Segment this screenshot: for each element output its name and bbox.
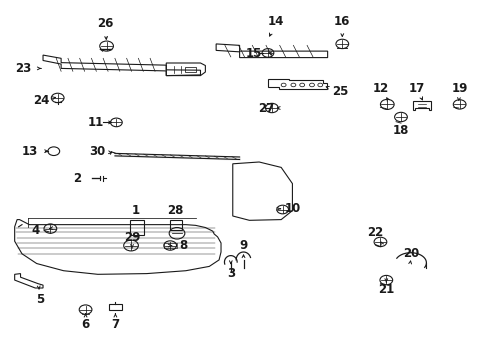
Text: 15: 15 [245, 47, 262, 60]
Bar [129, 220, 144, 235]
Bar [184, 67, 195, 72]
Text: 5: 5 [36, 293, 44, 306]
Text: 14: 14 [267, 15, 284, 28]
Text: 1: 1 [132, 204, 140, 217]
Text: 29: 29 [123, 231, 140, 244]
Text: 21: 21 [377, 283, 394, 296]
Text: 11: 11 [87, 116, 103, 129]
Text: 9: 9 [239, 239, 247, 252]
Text: 2: 2 [73, 172, 81, 185]
Text: 20: 20 [403, 247, 419, 260]
Text: 3: 3 [226, 267, 234, 280]
Text: 23: 23 [15, 62, 32, 75]
Text: 30: 30 [88, 145, 105, 158]
Bar [108, 304, 122, 310]
Text: 19: 19 [450, 82, 467, 95]
Text: 7: 7 [111, 318, 119, 331]
Text: 25: 25 [331, 85, 347, 98]
Text: 8: 8 [179, 239, 187, 252]
Bar [170, 220, 182, 230]
Bar [164, 243, 177, 248]
Text: 4: 4 [31, 224, 39, 237]
Text: 12: 12 [371, 82, 388, 95]
Text: 28: 28 [166, 204, 183, 217]
Text: 18: 18 [392, 124, 408, 137]
Text: 24: 24 [33, 94, 50, 107]
Text: 27: 27 [258, 102, 274, 114]
Text: 6: 6 [81, 318, 89, 331]
Text: 16: 16 [333, 15, 350, 28]
Text: 26: 26 [97, 17, 113, 30]
Text: 13: 13 [21, 145, 38, 158]
Text: 10: 10 [284, 202, 300, 215]
Text: 22: 22 [366, 226, 383, 239]
Text: 17: 17 [407, 82, 424, 95]
